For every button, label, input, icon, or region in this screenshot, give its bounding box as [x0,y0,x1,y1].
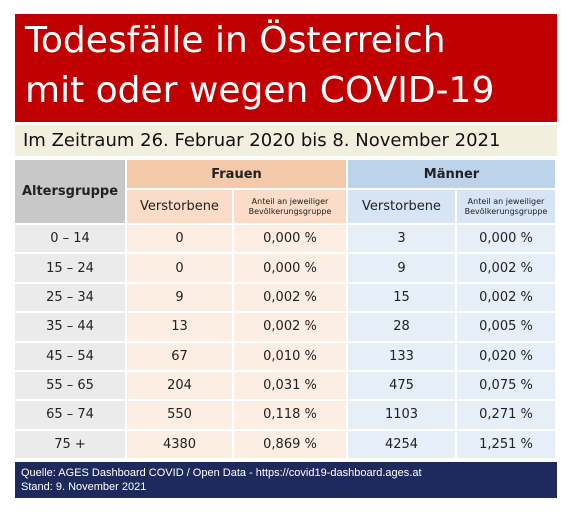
footer: Quelle: AGES Dashboard COVID / Open Data… [15,462,557,498]
value-cell: 4254 [348,430,457,460]
value-cell: 0 [127,254,234,284]
subheader: Anteil an jeweiliger Bevölkerungsgruppe [234,190,348,225]
value-cell: 0,005 % [457,313,557,343]
value-cell: 0,002 % [234,313,348,343]
subheader: Verstorbene [127,190,234,225]
value-cell: 15 [348,283,457,314]
subheader: Anteil an jeweiliger Bevölkerungsgruppe [457,190,557,225]
value-cell: 0,002 % [457,254,557,284]
subtitle: Im Zeitraum 26. Februar 2020 bis 8. Nove… [15,125,557,156]
age-cell: 75 + [15,430,127,460]
value-cell: 67 [127,342,234,372]
subheader: Verstorbene [348,190,457,225]
age-cell: 15 – 24 [15,254,127,284]
value-cell: 9 [127,283,234,314]
value-cell: 0,002 % [234,283,348,314]
value-cell: 0,010 % [234,342,348,372]
value-cell: 0,118 % [234,401,348,431]
age-cell: 25 – 34 [15,283,127,314]
value-cell: 0,075 % [457,371,557,402]
group-header: Männer [348,160,557,190]
header-cell: Altersgruppe [15,160,127,225]
age-cell: 65 – 74 [15,401,127,431]
age-cell: 0 – 14 [15,225,127,255]
value-cell: 0 [127,225,234,255]
value-cell: 133 [348,342,457,372]
table: Altersgruppe Frauen Männer Verstorbene A… [15,160,557,460]
title-line: Todesfälle in Österreich [25,20,446,61]
value-cell: 0,000 % [234,254,348,284]
title-line: mit oder wegen COVID-19 [25,70,495,111]
value-cell: 3 [348,225,457,255]
value-cell: 550 [127,401,234,431]
value-cell: 1103 [348,401,457,431]
title-banner: Todesfälle in Österreich mit oder wegen … [15,14,557,122]
group-header: Frauen [127,160,348,190]
value-cell: 0,002 % [457,283,557,314]
age-cell: 55 – 65 [15,371,127,402]
value-cell: 0,000 % [457,225,557,255]
value-cell: 28 [348,313,457,343]
value-cell: 0,000 % [234,225,348,255]
value-cell: 1,251 % [457,430,557,460]
age-cell: 35 – 44 [15,313,127,343]
value-cell: 0,869 % [234,430,348,460]
value-cell: 0,271 % [457,401,557,431]
footer-source: Quelle: AGES Dashboard COVID / Open Data… [21,467,422,479]
value-cell: 0,031 % [234,371,348,402]
value-cell: 13 [127,313,234,343]
value-cell: 204 [127,371,234,402]
footer-date: Stand: 9. November 2021 [21,481,147,493]
age-cell: 45 – 54 [15,342,127,372]
value-cell: 0,020 % [457,342,557,372]
value-cell: 9 [348,254,457,284]
value-cell: 4380 [127,430,234,460]
value-cell: 475 [348,371,457,402]
